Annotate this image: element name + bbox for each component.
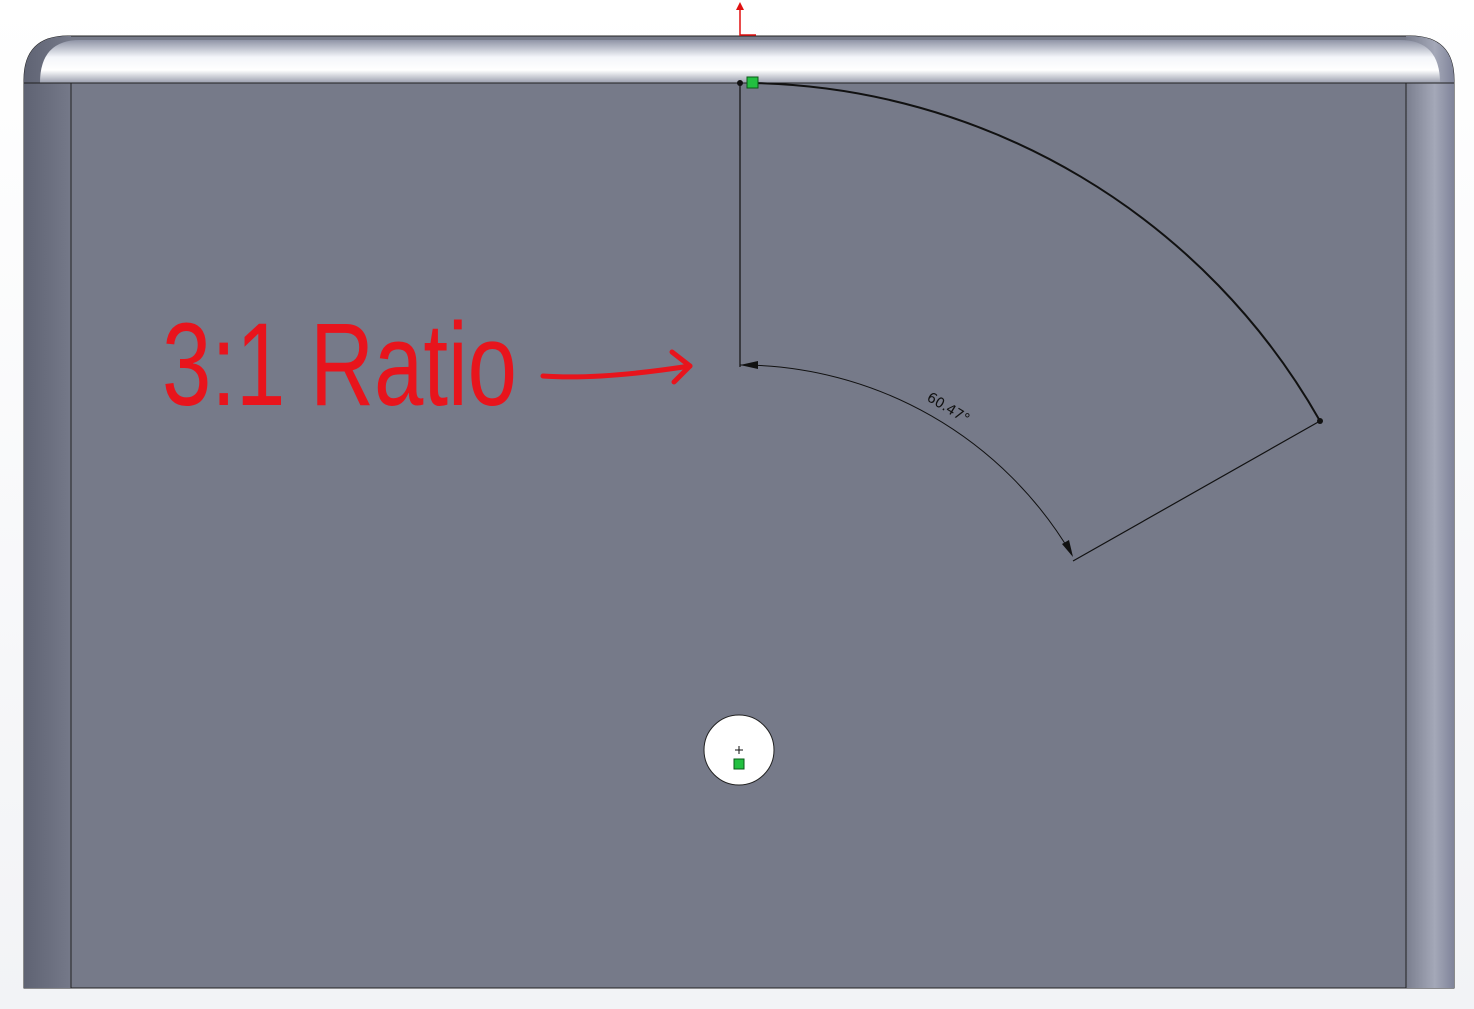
center-mark xyxy=(735,746,743,754)
annotation-arrowhead xyxy=(669,349,693,385)
left-fillet xyxy=(24,36,71,988)
sketch-point xyxy=(1317,418,1323,424)
right-fillet xyxy=(1406,36,1454,988)
relation-icon xyxy=(746,76,759,89)
sketch-arc xyxy=(751,82,1321,422)
handwritten-annotation: 3:1 Ratio xyxy=(162,299,517,431)
axis-arrow xyxy=(736,2,744,10)
dimension-arrow xyxy=(740,361,758,369)
part-face xyxy=(23,35,1455,989)
extension-line xyxy=(1072,420,1321,562)
top-fillet xyxy=(40,40,1440,83)
sketch-point xyxy=(737,80,743,86)
dimension-arc xyxy=(739,364,1073,556)
dimension-arrow xyxy=(1062,540,1073,557)
relation-icon xyxy=(733,758,745,770)
annotation-arrow xyxy=(540,363,693,380)
